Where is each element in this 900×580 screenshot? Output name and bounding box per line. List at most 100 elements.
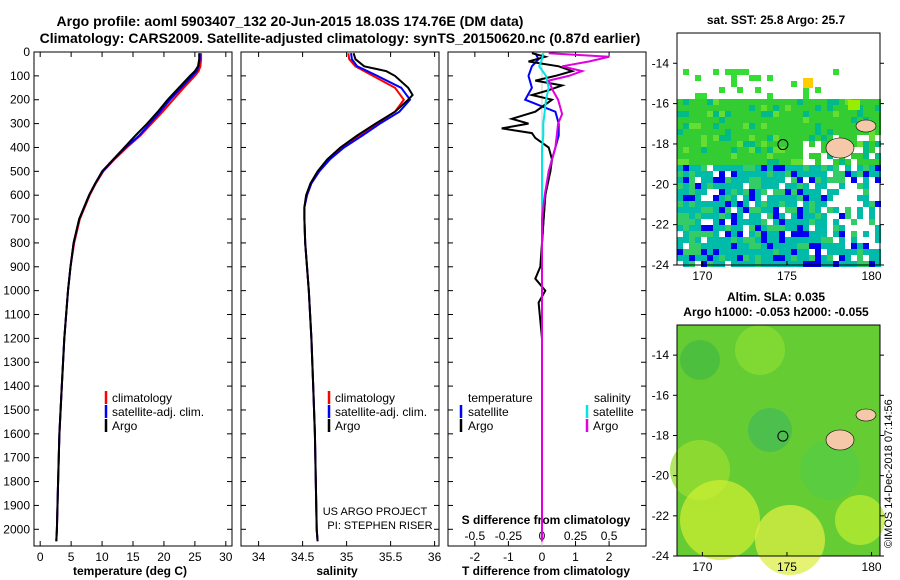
sst-cell [839,165,845,171]
sst-cell [821,147,827,153]
sst-cell [719,195,725,201]
sst-cell [767,243,773,249]
sst-cell [689,255,695,261]
sst-cell [767,195,773,201]
sst-cell [719,213,725,219]
sla-anomaly-blob [800,440,860,500]
sst-cell [749,231,755,237]
sst-cell [725,207,731,213]
ytick-label: 1100 [4,308,30,322]
sst-cell [707,177,713,183]
sst-cell [797,135,803,141]
sst-cell [713,165,719,171]
sst-cell [869,189,875,195]
sst-cell [839,207,845,213]
sst-cell [803,255,809,261]
sst-cell [809,219,815,225]
sst-cell [851,123,857,129]
sst-cell [869,99,875,105]
sst-cell [713,129,719,135]
sst-cell [863,165,869,171]
sst-cell [779,207,785,213]
sla-anomaly-blob [680,480,760,560]
sst-cell [773,237,779,243]
sst-cell [713,201,719,207]
sla-anomaly-blob [835,495,885,545]
sst-cell [809,195,815,201]
sst-cell [755,99,761,105]
sst-cell [701,99,707,105]
sst-cell [689,201,695,207]
sst-cell [695,237,701,243]
sst-cell [767,177,773,183]
sst-cell [839,195,845,201]
sst-cell [731,75,737,81]
sst-cell [689,105,695,111]
sst-cell [791,81,797,87]
sst-cell [743,189,749,195]
sst-cell [755,111,761,117]
sst-cell [803,135,809,141]
ytick-label: 1900 [3,498,30,512]
sst-cell [707,183,713,189]
sst-cell [815,165,821,171]
sst-cell [749,111,755,117]
sst-cell [689,117,695,123]
sst-cell [755,201,761,207]
sst-cell [689,189,695,195]
sst-cell [773,171,779,177]
sst-cell [785,219,791,225]
xtick-label: 0 [539,550,546,564]
xtick-label: 20 [157,550,171,564]
sst-cell [815,87,821,93]
sst-cell [833,69,839,75]
map-ytick-label: -16 [652,388,670,402]
sst-cell [815,153,821,159]
sst-cell [869,243,875,249]
sst-cell [689,177,695,183]
ytick-label: 1700 [3,451,30,465]
sst-cell [683,171,689,177]
sst-cell [695,189,701,195]
sst-cell [689,165,695,171]
sst-cell [875,123,881,129]
sst-cell [701,261,707,267]
map-ytick-label: -24 [652,549,670,563]
sst-cell [731,123,737,129]
sst-cell [731,171,737,177]
sst-cell [857,147,863,153]
sst-cell [863,207,869,213]
sst-cell [755,105,761,111]
sst-cell [785,201,791,207]
sst-cell [857,111,863,117]
sst-cell [815,189,821,195]
sst-cell [677,207,683,213]
top-xtick-label: -0.25 [495,529,523,543]
sst-cell [803,123,809,129]
sst-cell [815,255,821,261]
sst-cell [833,135,839,141]
sst-cell [779,105,785,111]
sst-cell [857,153,863,159]
sst-cell [731,111,737,117]
sst-cell [869,159,875,165]
sst-cell [875,159,881,165]
sst-cell [767,111,773,117]
sst-cell [797,231,803,237]
sst-cell [785,207,791,213]
sst-cell [737,117,743,123]
sst-cell [725,261,731,267]
sst-cell [785,129,791,135]
sst-cell [827,123,833,129]
salinity-legend: climatology satellite-adj. clim. Argo [327,391,427,433]
sst-cell [773,261,779,267]
sst-cell [707,105,713,111]
sst-cell [803,147,809,153]
sst-cell [821,117,827,123]
sst-cell [713,213,719,219]
sst-cell [737,237,743,243]
sst-cell [713,147,719,153]
sst-cell [779,225,785,231]
legend-label-satellite: satellite-adj. clim. [112,405,204,419]
sst-cell [701,243,707,249]
